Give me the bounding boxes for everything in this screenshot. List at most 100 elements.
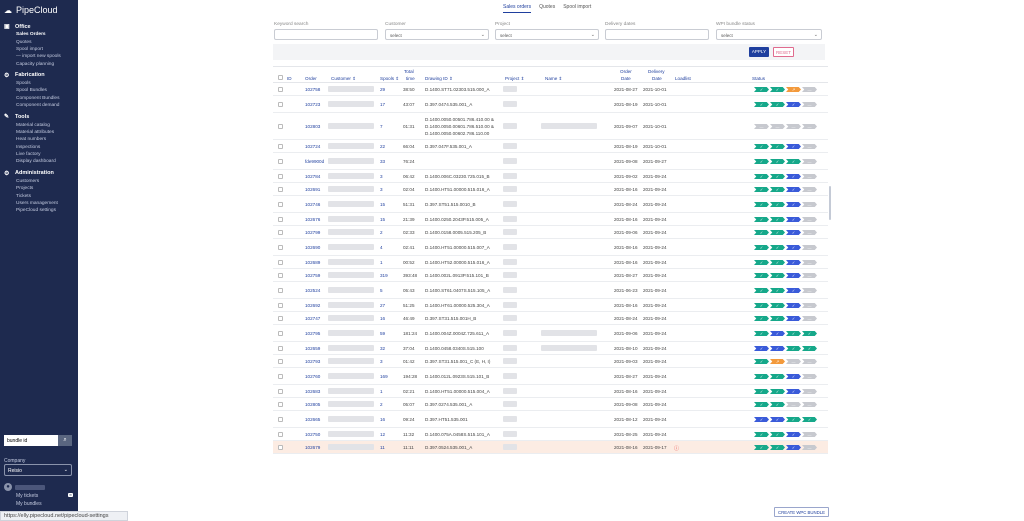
status-chip-inactive[interactable]: —: [802, 316, 817, 321]
table-row[interactable]: 102759 319 393:48 D.1400.002L.0913P.515.101…: [273, 269, 828, 282]
status-chip-done[interactable]: ✓: [754, 331, 769, 336]
table-row[interactable]: 102795 59 181:24 D.1400.004Z.0004Z.725.611_…: [273, 325, 828, 342]
delivery-dates-input[interactable]: [605, 29, 709, 40]
order-link[interactable]: 102679: [305, 445, 321, 450]
spools-count[interactable]: 1: [380, 389, 383, 394]
row-checkbox[interactable]: [278, 217, 283, 222]
header-order[interactable]: Order: [305, 76, 317, 81]
header-order-date-1[interactable]: Order: [620, 69, 632, 74]
sidebar-item[interactable]: Sales Orders: [16, 32, 46, 38]
header-delivery-1[interactable]: Delivery: [648, 69, 665, 74]
table-row[interactable]: 102692 27 51:25 D.1400.HT61.00000.525.304_A…: [273, 299, 828, 312]
row-checkbox[interactable]: [278, 260, 283, 265]
status-chip-in-progress[interactable]: ✓: [786, 245, 801, 250]
status-chip-done[interactable]: ✓: [802, 331, 817, 336]
sidebar-item[interactable]: — import new spools: [16, 54, 61, 60]
user-row[interactable]: ●: [4, 483, 45, 491]
status-chip-in-progress[interactable]: ✓: [786, 174, 801, 179]
table-row[interactable]: 102691 3 02:04 D.1400.HT51.00000.515.016_A 2…: [273, 183, 828, 196]
status-chip-done[interactable]: ✓: [770, 174, 785, 179]
status-chip-done[interactable]: ✓: [770, 273, 785, 278]
header-spools[interactable]: Spools ⇕: [380, 76, 400, 81]
status-chip-done[interactable]: ✓: [754, 359, 769, 364]
header-order-date-2[interactable]: Date: [621, 76, 631, 81]
status-chip-in-progress[interactable]: ✓: [786, 303, 801, 308]
logo[interactable]: ☁ PipeCloud: [0, 0, 78, 19]
status-chip-inactive[interactable]: —: [802, 389, 817, 394]
order-link[interactable]: 102691: [305, 187, 321, 192]
row-checkbox[interactable]: [278, 159, 283, 164]
sidebar-item[interactable]: PipeCloud settings: [16, 208, 56, 214]
row-checkbox[interactable]: [278, 245, 283, 250]
sidebar-item[interactable]: Live factory: [16, 152, 41, 158]
status-chip-done[interactable]: ✓: [754, 187, 769, 192]
row-checkbox[interactable]: [278, 187, 283, 192]
table-row[interactable]: 102758 29 38:50 D.1400.ST71.02303.515.000_A…: [273, 83, 828, 96]
header-drawing[interactable]: Drawing ID ⇕: [425, 76, 453, 81]
status-chip-pending[interactable]: ↗: [770, 359, 785, 364]
spools-count[interactable]: 59: [380, 331, 386, 336]
status-chip-done[interactable]: ✓: [754, 432, 769, 437]
row-checkbox[interactable]: [278, 202, 283, 207]
row-checkbox[interactable]: [278, 346, 283, 351]
status-chip-done[interactable]: ✓: [786, 346, 801, 351]
header-delivery-2[interactable]: Date: [652, 76, 662, 81]
status-chip-done[interactable]: ✓: [770, 288, 785, 293]
search-icon[interactable]: ⌕: [58, 435, 72, 446]
spools-count[interactable]: 2: [380, 230, 383, 235]
spools-count[interactable]: 4: [380, 245, 383, 250]
table-row[interactable]: 102690 4 02:41 D.1400.HT51.00000.515.007_A 2…: [273, 239, 828, 256]
status-chip-inactive[interactable]: —: [802, 187, 817, 192]
table-row[interactable]: fde9900d 33 76:24 2021-09-08 2021-09-27 ✓ ✓ ✓ —: [273, 153, 828, 170]
status-chip-done[interactable]: ✓: [754, 102, 769, 107]
table-row[interactable]: 102689 1 00:52 D.1400.HT52.00000.515.016_A 2…: [273, 256, 828, 269]
status-chip-inactive[interactable]: —: [802, 245, 817, 250]
sidebar-item[interactable]: Spools: [16, 81, 31, 87]
spools-count[interactable]: 169: [380, 374, 388, 379]
row-checkbox[interactable]: [278, 273, 283, 278]
status-chip-done[interactable]: ✓: [754, 202, 769, 207]
tab-spool-import[interactable]: Spool import: [563, 4, 592, 10]
status-chip-inactive[interactable]: —: [802, 359, 817, 364]
status-chip-inactive[interactable]: —: [802, 432, 817, 437]
order-link[interactable]: 102760: [305, 374, 321, 379]
row-checkbox[interactable]: [278, 445, 283, 450]
sidebar-item[interactable]: Spool Bundles: [16, 88, 47, 94]
header-name[interactable]: Name ⇕: [545, 76, 563, 81]
status-chip-inactive[interactable]: —: [786, 359, 801, 364]
status-chip-inactive[interactable]: —: [770, 124, 785, 129]
sidebar-item[interactable]: Spool import: [16, 46, 43, 52]
table-row[interactable]: 102679 11 11:11 D.397.0524.535.001_A 2021-08…: [273, 441, 828, 454]
status-chip-done[interactable]: ✓: [754, 174, 769, 179]
status-chip-in-progress[interactable]: ✓: [770, 417, 785, 422]
reset-button[interactable]: RESET: [773, 47, 794, 57]
status-chip-done[interactable]: ✓: [770, 260, 785, 265]
nav-section-office[interactable]: ▣ Office: [0, 19, 78, 31]
table-row[interactable]: 102659 32 37:04 D.1400.0458.0340S.515.100 20…: [273, 342, 828, 355]
row-checkbox[interactable]: [278, 359, 283, 364]
status-chip-done[interactable]: ✓: [770, 432, 785, 437]
status-chip-done[interactable]: ✓: [770, 389, 785, 394]
status-chip-done[interactable]: ✓: [754, 230, 769, 235]
status-chip-done[interactable]: ✓: [754, 389, 769, 394]
table-row[interactable]: 102724 22 66:04 D.397.047F.535.001_A 2021-08…: [273, 140, 828, 153]
status-chip-done[interactable]: ✓: [754, 87, 769, 92]
status-chip-inactive[interactable]: —: [802, 303, 817, 308]
sidebar-item[interactable]: Material catalog: [16, 122, 50, 128]
table-row[interactable]: 102676 15 21:39 D.1400.0250.2043P.515.005_A…: [273, 213, 828, 226]
row-checkbox[interactable]: [278, 303, 283, 308]
status-chip-inactive[interactable]: —: [802, 174, 817, 179]
table-row[interactable]: 102746 15 51:31 D.397.ST51.515.0010_B 2021-0…: [273, 196, 828, 213]
spools-count[interactable]: 7: [380, 124, 383, 129]
order-link[interactable]: 102747: [305, 316, 321, 321]
order-link[interactable]: 102746: [305, 202, 321, 207]
status-chip-done[interactable]: ✓: [754, 316, 769, 321]
status-chip-done[interactable]: ✓: [754, 217, 769, 222]
status-chip-inactive[interactable]: —: [802, 124, 817, 129]
row-checkbox[interactable]: [278, 389, 283, 394]
row-checkbox[interactable]: [278, 374, 283, 379]
header-customer[interactable]: Customer ⇕: [331, 76, 357, 81]
sidebar-item[interactable]: Tickets: [16, 193, 32, 199]
status-chip-in-progress[interactable]: ✓: [786, 432, 801, 437]
table-row[interactable]: 102803 7 01:31 D.1400.0050.00501.786.410.00…: [273, 113, 828, 140]
